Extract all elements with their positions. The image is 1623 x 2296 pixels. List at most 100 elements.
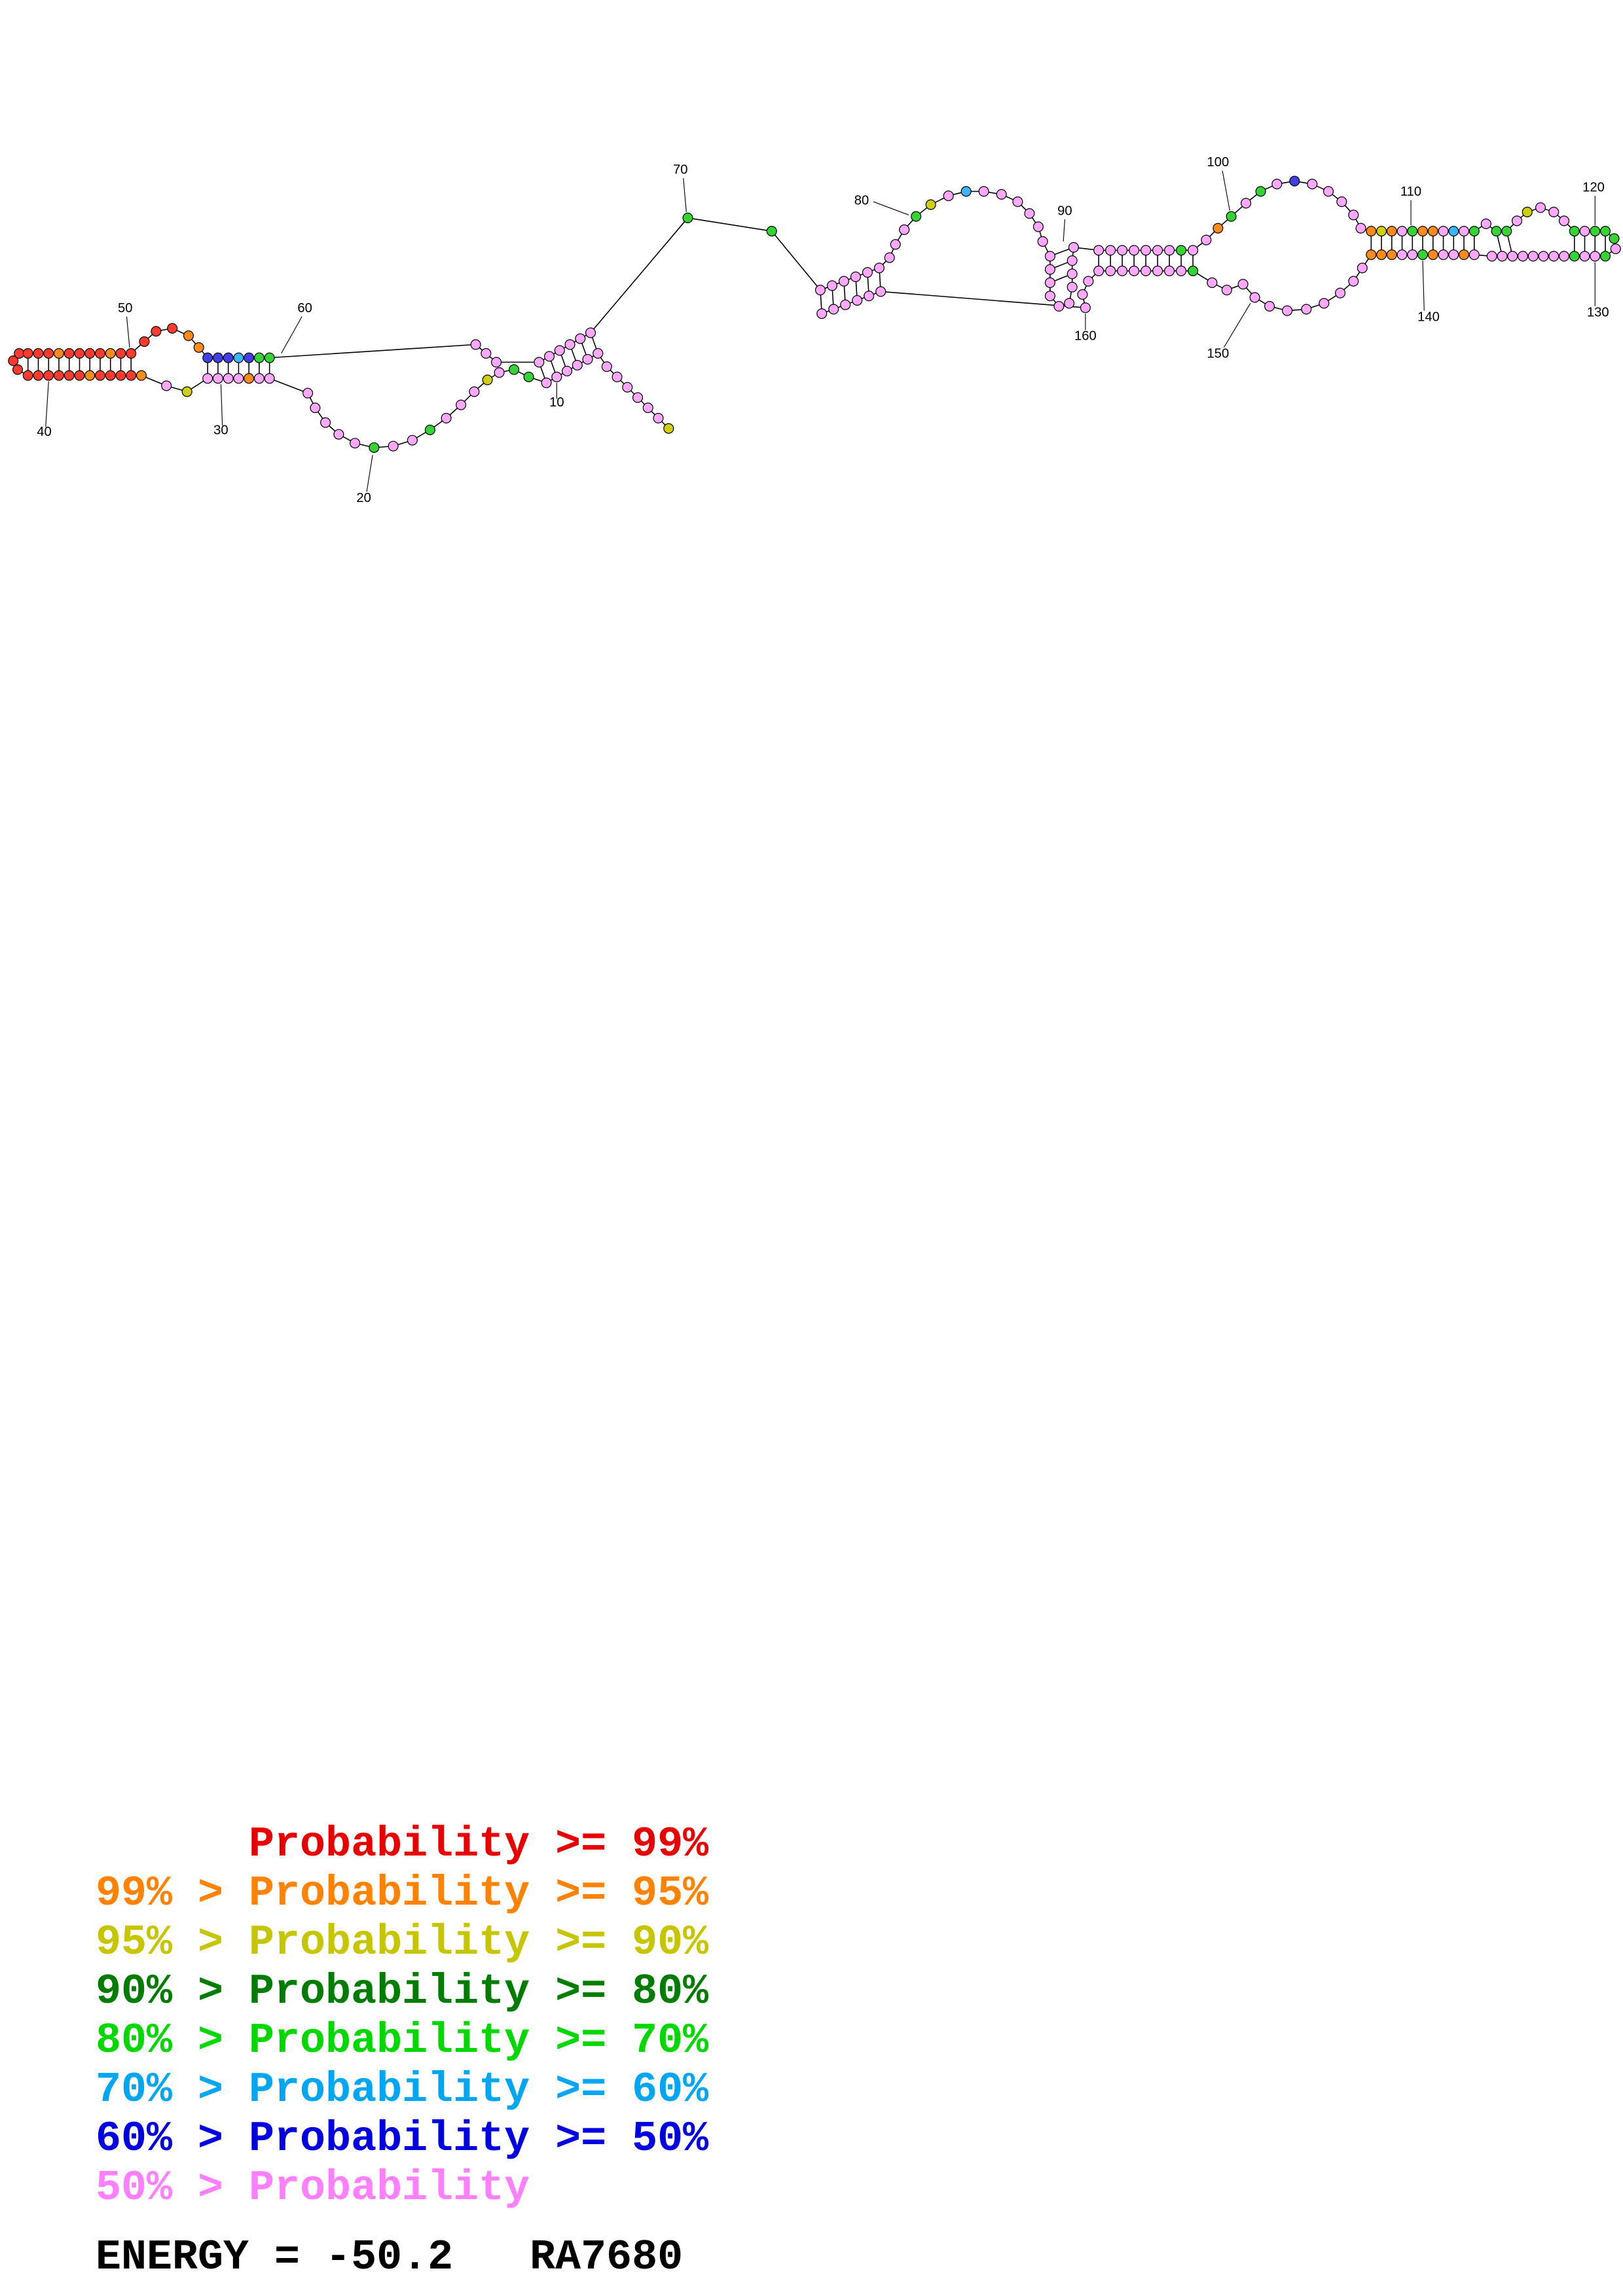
nucleotide-node: [1376, 226, 1387, 237]
legend-line: 99% > Probability >= 95%: [96, 1869, 709, 1918]
legend-line: Probability >= 99%: [96, 1820, 709, 1869]
nucleotide-node: [94, 370, 106, 381]
nucleotide-node: [1335, 287, 1346, 298]
position-label: 30: [213, 423, 228, 438]
position-label-tick: [1063, 219, 1065, 242]
nucleotide-node: [1357, 262, 1368, 274]
nucleotide-node: [53, 370, 65, 381]
nucleotide-node: [1386, 226, 1397, 237]
nucleotide-node: [1366, 249, 1377, 260]
nucleotide-node: [826, 280, 838, 291]
nucleotide-node: [244, 373, 255, 384]
nucleotide-node: [960, 186, 972, 197]
nucleotide-node: [562, 365, 573, 376]
nucleotide-node: [1117, 245, 1128, 256]
position-label-tick: [366, 455, 373, 492]
nucleotide-node: [564, 339, 575, 350]
nucleotide-node: [814, 285, 826, 296]
nucleotide-node: [1507, 251, 1518, 262]
nucleotide-node: [1176, 265, 1187, 276]
nucleotide-node: [1201, 234, 1212, 245]
nucleotide-node: [1535, 202, 1546, 213]
nucleotide-node: [1427, 226, 1438, 237]
nucleotide-node: [482, 374, 493, 386]
nucleotide-node: [74, 370, 85, 381]
nucleotide-node: [1323, 186, 1334, 197]
nucleotide-node: [1319, 298, 1330, 309]
nucleotide-node: [925, 199, 936, 210]
backbone-edge: [881, 291, 1085, 308]
nucleotide-node: [653, 412, 664, 423]
position-label-tick: [1222, 170, 1230, 211]
nucleotide-node: [551, 371, 562, 382]
nucleotide-node: [1037, 236, 1048, 247]
position-label-tick: [45, 381, 49, 427]
nucleotide-node: [840, 299, 851, 310]
nucleotide-node: [1511, 215, 1523, 226]
legend-line: 80% > Probability >= 70%: [96, 2017, 709, 2065]
nucleotide-node: [873, 262, 885, 274]
nucleotide-node: [105, 370, 116, 381]
position-label: 90: [1057, 204, 1072, 218]
nucleotide-node: [1558, 251, 1570, 262]
nucleotide-node: [223, 373, 234, 384]
nucleotide-node: [1448, 249, 1459, 260]
nucleotide-node: [1105, 265, 1116, 276]
nucleotide-node: [1105, 245, 1116, 256]
probability-legend: Probability >= 99% 99% > Probability >= 9…: [96, 1820, 708, 2213]
nucleotide-node: [1067, 281, 1078, 293]
nucleotide-node: [126, 370, 137, 381]
nucleotide-node: [64, 348, 75, 359]
nucleotide-node: [470, 339, 481, 350]
nucleotide-node: [1609, 233, 1620, 244]
nucleotide-node: [1599, 226, 1611, 237]
nucleotide-node: [1255, 186, 1266, 197]
nucleotide-node: [469, 386, 480, 397]
position-label: 110: [1400, 185, 1421, 199]
position-label: 130: [1587, 306, 1609, 320]
position-label: 140: [1417, 310, 1440, 324]
nucleotide-node: [1336, 196, 1347, 207]
nucleotide-node: [1538, 251, 1549, 262]
nucleotide-node: [523, 371, 534, 382]
position-label-tick: [683, 178, 687, 212]
nucleotide-node: [1140, 265, 1152, 276]
position-label-tick: [220, 384, 223, 426]
nucleotide-node: [264, 373, 275, 384]
position-label: 60: [297, 301, 312, 315]
nucleotide-node: [1599, 251, 1611, 262]
nucleotide-node: [1459, 249, 1470, 260]
position-label-tick: [126, 316, 130, 348]
nucleotide-node: [320, 417, 331, 428]
nucleotide-node: [84, 370, 96, 381]
position-label: 120: [1582, 180, 1605, 194]
nucleotide-node: [1438, 226, 1449, 237]
nucleotide-node: [161, 380, 172, 391]
nucleotide-node: [151, 326, 162, 337]
nucleotide-node: [53, 348, 65, 359]
nucleotide-node: [682, 212, 693, 223]
nucleotide-node: [1044, 277, 1055, 288]
nucleotide-node: [456, 399, 467, 410]
nucleotide-node: [864, 291, 875, 302]
position-label: 70: [673, 162, 688, 177]
nucleotide-node: [1213, 223, 1224, 234]
nucleotide-node: [424, 424, 435, 435]
nucleotide-node: [64, 370, 75, 381]
nucleotide-node: [1459, 226, 1470, 237]
nucleotide-node: [1396, 226, 1408, 237]
nucleotide-node: [1077, 289, 1088, 300]
nucleotide-node: [84, 348, 96, 359]
nucleotide-node: [1438, 249, 1449, 260]
nucleotide-node: [850, 271, 862, 282]
nucleotide-node: [1188, 245, 1199, 256]
nucleotide-node: [1468, 226, 1480, 237]
nucleotide-node: [22, 370, 33, 381]
nucleotide-node: [593, 348, 604, 359]
nucleotide-node: [554, 345, 565, 356]
nucleotide-node: [1226, 211, 1237, 222]
nucleotide-node: [1569, 251, 1580, 262]
nucleotide-node: [22, 348, 33, 359]
nucleotide-node: [115, 370, 126, 381]
nucleotide-node: [585, 327, 596, 338]
